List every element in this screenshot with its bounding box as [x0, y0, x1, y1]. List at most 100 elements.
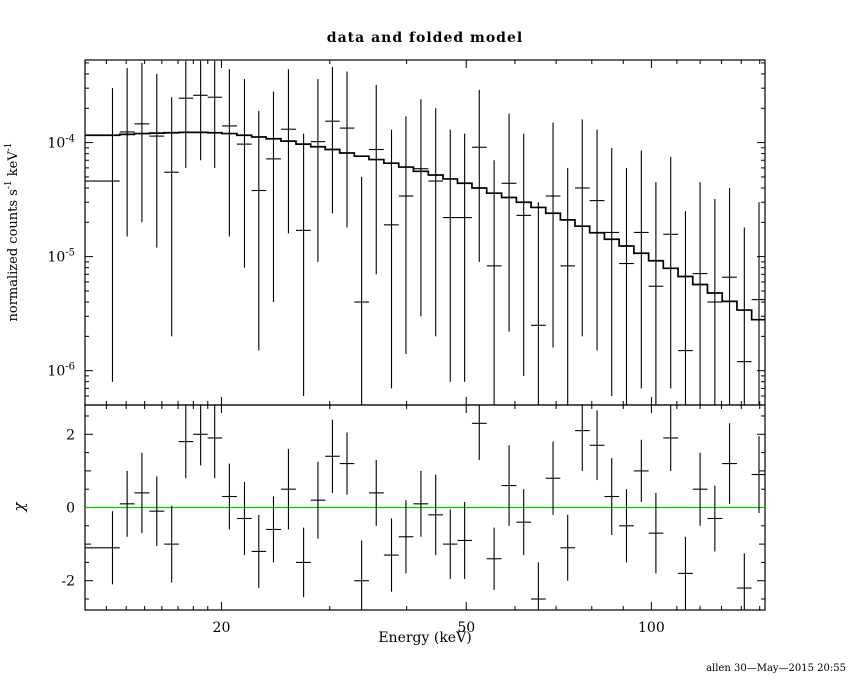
residual-point [280, 448, 297, 530]
residual-point [692, 452, 708, 526]
data-point [428, 108, 443, 337]
data-point [236, 79, 252, 268]
residual-point [471, 405, 487, 460]
residual-point [164, 505, 179, 583]
data-point [134, 62, 150, 223]
residual-point [236, 481, 252, 556]
data-point [486, 160, 502, 405]
residual-point [368, 459, 384, 526]
data-point [85, 88, 120, 382]
data-point [442, 129, 458, 382]
residual-point [545, 441, 561, 515]
data-point [707, 199, 723, 405]
residual-point [383, 518, 399, 592]
data-point [413, 99, 429, 317]
footer-credit: allen 30—May—2015 20:55 [706, 663, 846, 674]
residual-point [619, 489, 634, 563]
residual-point [589, 410, 605, 481]
data-point [368, 84, 384, 275]
data-point [574, 119, 590, 337]
residual-point [663, 405, 679, 471]
data-point [604, 147, 620, 396]
y-tick-label: 0 [66, 501, 75, 517]
data-point [736, 227, 752, 405]
residual-point [354, 540, 369, 610]
data-point [722, 187, 737, 405]
residual-point [574, 405, 590, 471]
residual-point [251, 514, 267, 589]
data-point [119, 68, 135, 237]
residual-point [266, 496, 281, 563]
residual-point [486, 527, 502, 590]
data-point [222, 69, 237, 237]
residual-point [604, 458, 620, 535]
residual-point [193, 405, 208, 466]
residual-point [457, 502, 472, 579]
data-point [501, 113, 517, 332]
y-tick-label: -2 [61, 574, 75, 590]
residual-point [178, 405, 194, 479]
x-tick-label: 20 [213, 620, 231, 636]
data-point [678, 211, 693, 405]
x-tick-label: 50 [457, 620, 475, 636]
residual-point [516, 489, 532, 556]
axis-ticks [85, 60, 765, 610]
data-point [545, 122, 561, 348]
residual-point [85, 511, 120, 585]
residual-point [707, 485, 723, 552]
data-point [751, 202, 765, 405]
residual-point [442, 509, 458, 579]
residual-point [149, 476, 165, 546]
data-point [619, 167, 634, 405]
residual-point [134, 452, 150, 534]
residual-point [501, 445, 517, 526]
residual-point [678, 536, 693, 610]
data-point [457, 133, 472, 382]
model-step-line [85, 131, 765, 321]
data-point [663, 156, 679, 389]
y-tick-label: 10-6 [47, 362, 75, 380]
data-point [149, 73, 165, 248]
data-point [207, 60, 223, 168]
chart-title: data and folded model [327, 30, 523, 46]
data-point [692, 182, 708, 405]
data-point [251, 110, 267, 351]
x-axis-label: Energy (keV) [378, 630, 471, 646]
spectrum-data-series [85, 60, 765, 405]
residual-point [560, 514, 575, 581]
model-series [85, 131, 765, 321]
data-point [648, 182, 664, 405]
residual-point [736, 553, 752, 610]
residual-point [428, 474, 443, 556]
data-point [471, 89, 487, 262]
residual-series [85, 405, 765, 610]
residual-point [339, 432, 355, 495]
x-tick-label: 100 [638, 620, 665, 636]
data-point [531, 202, 546, 405]
y-tick-label: 2 [66, 427, 75, 443]
y-axis-label-spectrum: normalized counts s-1 keV-1 [4, 142, 21, 321]
residual-point [207, 405, 223, 479]
data-point [560, 167, 575, 405]
data-point [589, 129, 605, 351]
data-point [383, 129, 399, 389]
residual-point [310, 461, 326, 539]
data-point [339, 71, 355, 228]
data-point [193, 60, 208, 161]
data-point [354, 176, 369, 405]
data-point [516, 133, 532, 376]
residual-point [222, 463, 237, 530]
residual-point [325, 419, 340, 493]
data-point [310, 79, 326, 262]
data-point [178, 60, 194, 168]
y-tick-label: 10-5 [47, 248, 75, 266]
residual-point [296, 527, 311, 598]
residual-point [531, 562, 546, 610]
data-point [280, 69, 297, 234]
data-point [633, 150, 649, 389]
data-point [266, 91, 281, 303]
residual-point [751, 436, 765, 513]
residual-point [633, 439, 649, 503]
